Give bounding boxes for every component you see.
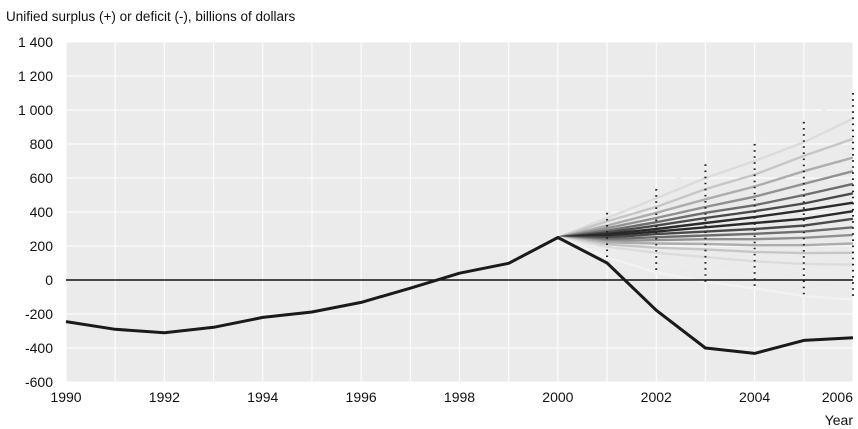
y-tick-label: 1 200 [18,68,53,84]
x-tick-label: 2006 [822,389,853,405]
x-axis-title: Year [825,412,854,428]
x-tick-label: 2000 [542,389,573,405]
y-tick-label: -600 [25,374,53,390]
y-tick-labels: 1 400 1 200 1 000 800 600 400 200 0 -200 -400 -600 [18,34,53,390]
x-tick-label: 2004 [739,389,770,405]
y-tick-label: -400 [25,340,53,356]
grid [65,41,854,383]
x-tick-label: 1992 [149,389,180,405]
y-tick-label: -200 [25,306,53,322]
y-tick-label: 600 [30,170,54,186]
x-tick-label: 1994 [247,389,278,405]
projection-dots [606,93,854,300]
y-tick-label: 1 000 [18,102,53,118]
x-tick-label: 1998 [444,389,475,405]
x-tick-label: 1996 [346,389,377,405]
y-tick-label: 400 [30,204,54,220]
y-axis-title: Unified surplus (+) or deficit (-), bill… [6,9,295,24]
projection-line [557,201,854,239]
projection-line [557,182,854,239]
y-tick-label: 800 [30,136,54,152]
projection-line [557,210,854,239]
series-lines [65,236,854,355]
projection-line [557,226,854,241]
x-tick-label: 1990 [50,389,81,405]
y-tick-label: 200 [30,238,54,254]
x-tick-labels: 1990 1992 1994 1996 1998 2000 2002 2004 2006 [50,389,853,405]
y-tick-label: 0 [45,272,53,288]
x-tick-label: 2002 [641,389,672,405]
actual-balance-line [65,236,854,355]
y-tick-label: 1 400 [18,34,53,50]
